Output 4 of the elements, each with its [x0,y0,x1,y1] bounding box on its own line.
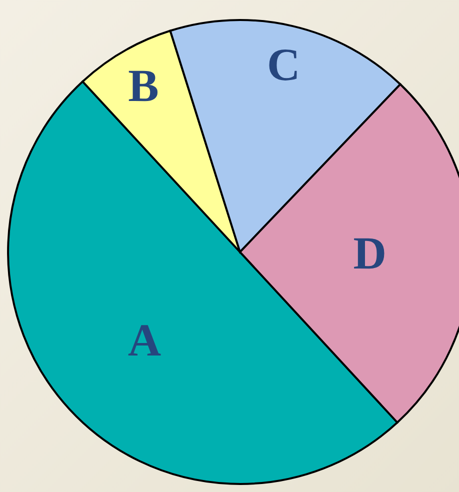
slice-label: B [128,60,159,111]
slice-label: A [128,314,162,366]
slice-label: D [353,228,387,279]
slice-label: C [267,38,300,90]
